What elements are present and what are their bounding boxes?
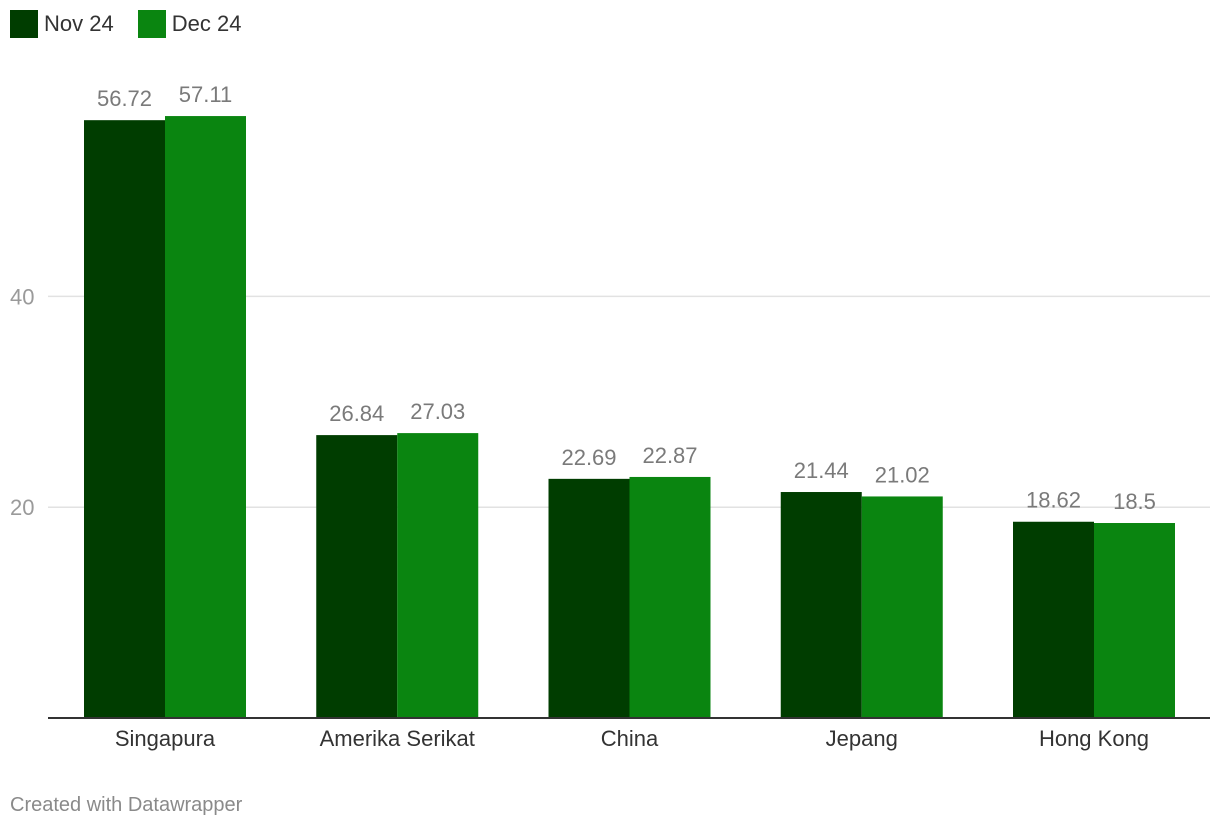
- legend: Nov 24 Dec 24: [10, 10, 265, 38]
- bar-china-dec-24: [629, 476, 711, 718]
- bar-singapura-dec-24: [165, 116, 246, 718]
- category-label-hong-kong: Hong Kong: [1039, 726, 1149, 751]
- legend-swatch-nov-24: [10, 10, 38, 38]
- labels: 20 40 56.72 57.11 Singapura 26.84 27.03 Amerika…: [10, 82, 1156, 751]
- bar-hong-kong-nov-24: [1013, 521, 1094, 718]
- legend-label-dec-24: Dec 24: [171, 11, 242, 36]
- legend-item-nov-24: Nov 24: [10, 10, 114, 38]
- bar-amerika-serikat-dec-24: [397, 433, 479, 718]
- bars: [48, 116, 1210, 719]
- bar-jepang-nov-24: [780, 492, 862, 718]
- category-label-jepang: Jepang: [826, 726, 898, 751]
- legend-item-dec-24: Dec 24: [137, 10, 242, 38]
- footer-credit: Created with Datawrapper: [10, 794, 243, 816]
- legend-swatch-dec-24: [137, 10, 166, 38]
- bar-jepang-dec-24: [861, 496, 943, 718]
- category-label-singapura: Singapura: [115, 726, 216, 751]
- bar-amerika-serikat-nov-24: [316, 435, 398, 718]
- value-label-hong-kong-nov-24: 18.62: [1026, 488, 1081, 513]
- value-label-jepang-dec-24: 21.02: [875, 462, 930, 487]
- bar-china-nov-24: [548, 478, 630, 718]
- y-tick-label-20: 20: [10, 495, 34, 520]
- value-label-singapura-nov-24: 56.72: [97, 86, 152, 111]
- category-label-amerika-serikat: Amerika Serikat: [320, 726, 475, 751]
- value-label-singapura-dec-24: 57.11: [179, 82, 232, 107]
- bar-hong-kong-dec-24: [1094, 523, 1175, 718]
- legend-label-nov-24: Nov 24: [44, 11, 114, 36]
- bar-singapura-nov-24: [84, 120, 165, 718]
- category-label-china: China: [601, 726, 659, 751]
- value-label-china-nov-24: 22.69: [561, 445, 616, 470]
- y-tick-label-40: 40: [10, 284, 34, 309]
- value-label-hong-kong-dec-24: 18.5: [1113, 489, 1156, 514]
- value-label-amerika-serikat-dec-24: 27.03: [410, 399, 465, 424]
- value-label-amerika-serikat-nov-24: 26.84: [329, 401, 384, 426]
- value-label-jepang-nov-24: 21.44: [794, 458, 849, 483]
- value-label-china-dec-24: 22.87: [642, 443, 697, 468]
